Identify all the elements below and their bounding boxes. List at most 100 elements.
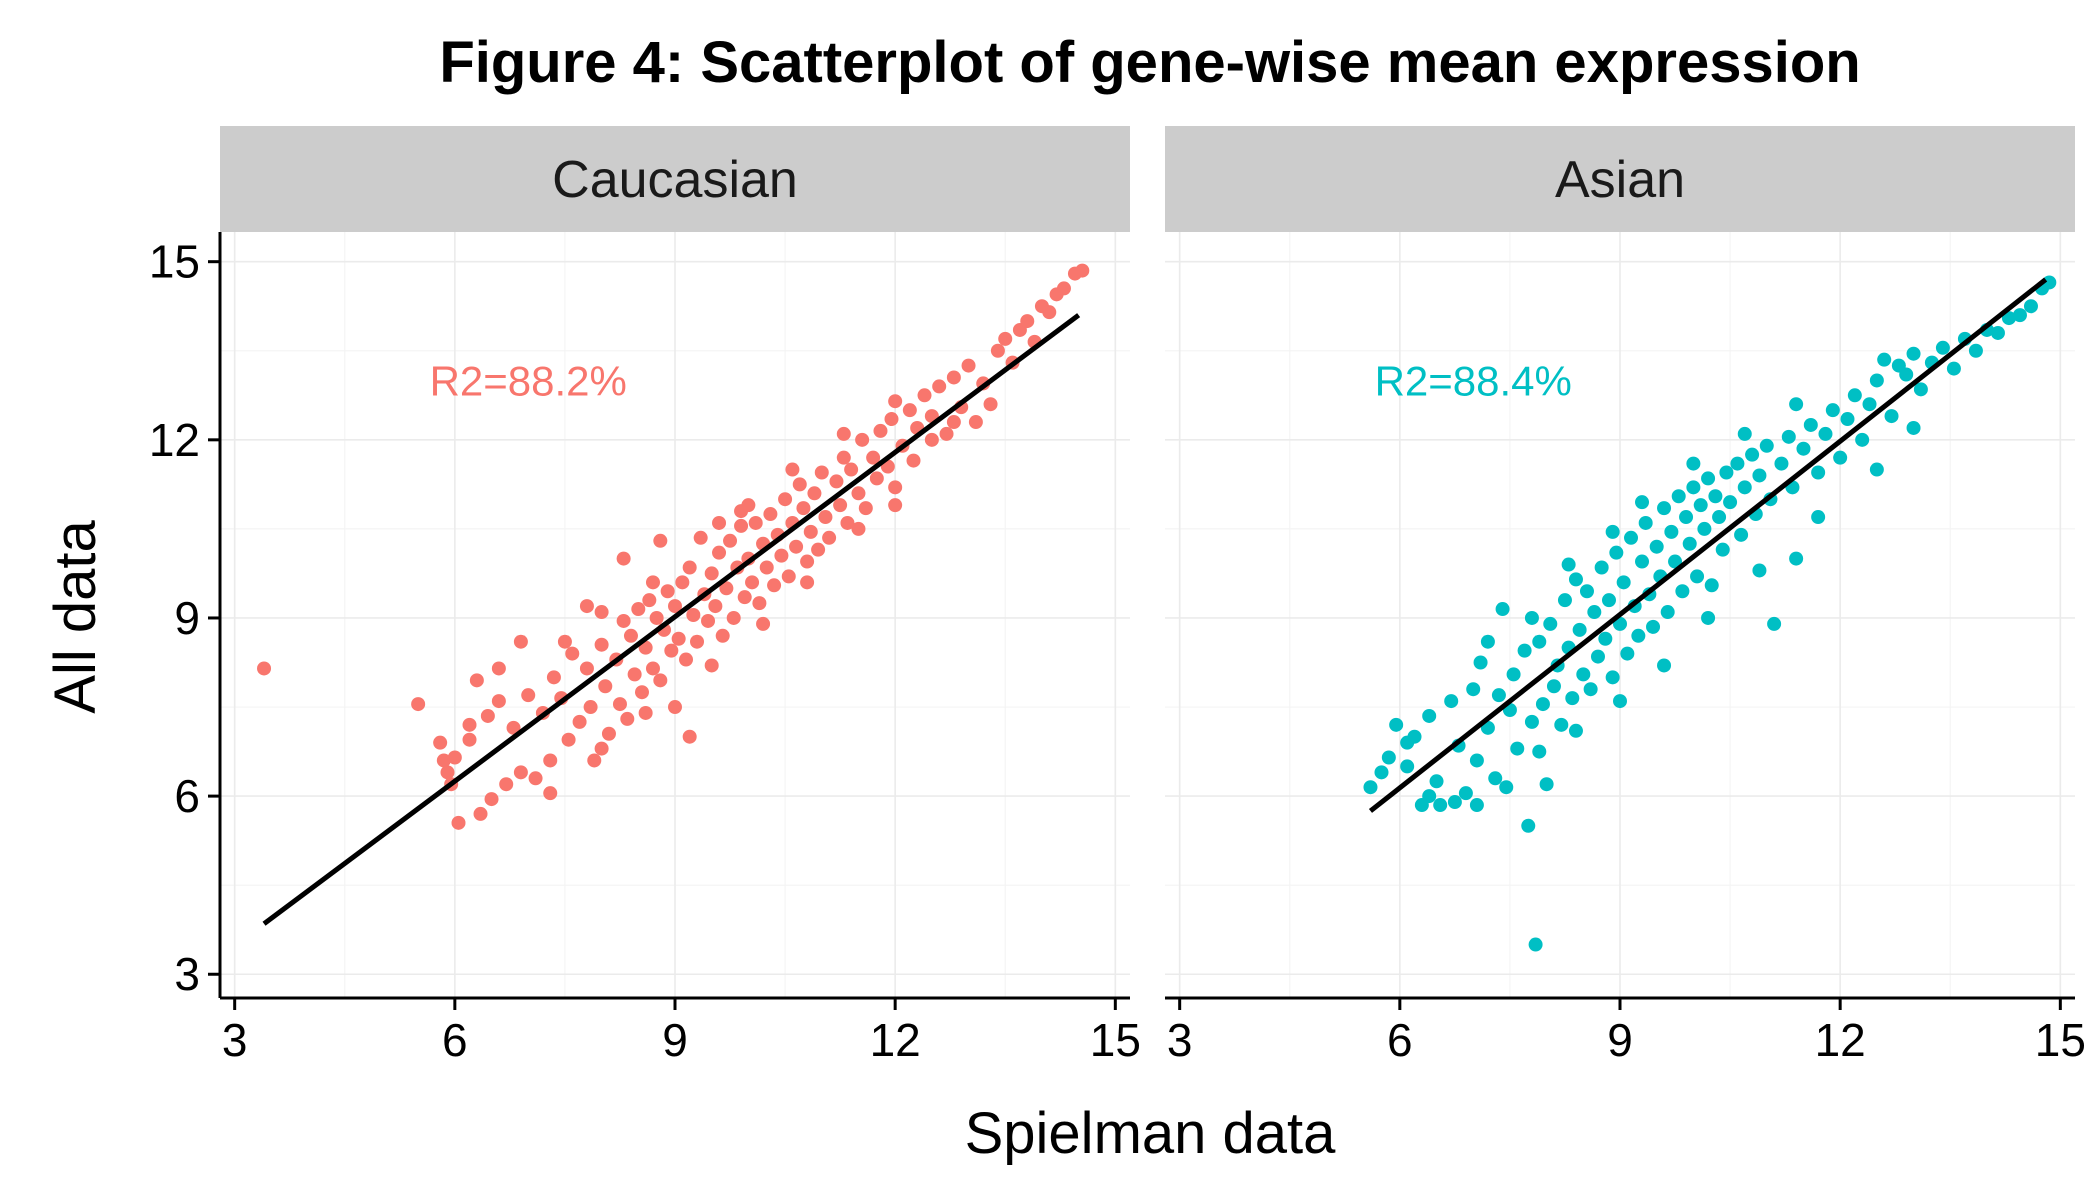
data-point <box>917 388 932 403</box>
data-point <box>869 471 884 486</box>
data-point <box>737 590 752 605</box>
data-point <box>587 753 602 768</box>
data-point <box>1042 305 1057 320</box>
data-point <box>411 697 426 712</box>
data-point <box>774 548 789 563</box>
data-point <box>1657 658 1672 673</box>
data-point <box>822 530 837 545</box>
data-point <box>557 634 572 649</box>
data-point <box>594 741 609 756</box>
data-point <box>1400 735 1415 750</box>
data-point <box>1524 610 1539 625</box>
data-point <box>2012 308 2027 323</box>
data-point <box>447 750 462 765</box>
data-point <box>1056 281 1071 296</box>
data-point <box>752 596 767 611</box>
data-point <box>546 670 561 685</box>
data-point <box>1884 409 1899 424</box>
data-point <box>998 331 1013 346</box>
regression-line-asian <box>1368 277 2048 813</box>
data-point <box>1840 412 1855 427</box>
data-point <box>1789 551 1804 566</box>
data-point <box>594 605 609 620</box>
data-point <box>800 575 815 590</box>
x-axis-title: Spielman data <box>965 1101 1337 1166</box>
data-point <box>484 792 499 807</box>
data-point <box>1605 670 1620 685</box>
data-point <box>748 515 763 530</box>
data-point <box>1524 714 1539 729</box>
data-point <box>664 643 679 658</box>
data-point <box>1935 340 1950 355</box>
facet-panels: Caucasian R2=88.2% 3 6 9 12 15 3 6 9 12 15 Asian R2=8… <box>149 126 2086 1066</box>
data-point <box>858 501 873 516</box>
data-point <box>888 394 903 409</box>
data-point <box>616 551 631 566</box>
data-point <box>851 486 866 501</box>
data-point <box>1543 616 1558 631</box>
data-point <box>723 533 738 548</box>
y-tick-label: 12 <box>149 414 200 466</box>
data-point <box>1532 744 1547 759</box>
data-point <box>565 646 580 661</box>
data-point <box>1906 346 1921 361</box>
data-point <box>433 735 448 750</box>
data-point <box>1605 524 1620 539</box>
data-point <box>1539 777 1554 792</box>
data-point <box>1517 643 1532 658</box>
data-point <box>745 575 760 590</box>
data-point <box>645 575 660 590</box>
data-point <box>1458 786 1473 801</box>
data-point <box>734 518 749 533</box>
data-point <box>583 700 598 715</box>
data-point <box>1528 937 1543 952</box>
facet-strip-label-caucasian: Caucasian <box>552 151 798 209</box>
x-tick-label: 9 <box>1607 1014 1633 1066</box>
regression-line-caucasian <box>262 313 1081 926</box>
data-point <box>693 530 708 545</box>
data-point <box>873 423 888 438</box>
data-point <box>1561 557 1576 572</box>
data-point <box>1535 697 1550 712</box>
data-point <box>1613 694 1627 709</box>
r2-annotation-caucasian: R2=88.2% <box>430 357 627 404</box>
data-point <box>579 661 594 676</box>
data-point <box>844 462 859 477</box>
data-point <box>1899 367 1914 382</box>
data-point <box>1811 510 1826 525</box>
data-point <box>653 533 668 548</box>
data-point <box>1781 429 1796 444</box>
data-point <box>726 610 741 625</box>
data-point <box>851 521 866 536</box>
data-point <box>1546 679 1561 694</box>
data-point <box>1495 602 1510 617</box>
data-point <box>2042 275 2057 290</box>
data-point <box>990 343 1005 358</box>
data-point <box>1447 795 1462 810</box>
data-point <box>1638 515 1653 530</box>
data-point <box>1719 465 1734 480</box>
data-point <box>682 729 697 744</box>
data-point <box>491 694 506 709</box>
data-point <box>704 566 719 581</box>
data-point <box>1422 789 1437 804</box>
data-point <box>1968 343 1983 358</box>
data-point <box>1789 397 1804 412</box>
data-point <box>1657 501 1672 516</box>
data-point <box>1752 468 1767 483</box>
data-point <box>1847 388 1862 403</box>
data-point <box>785 462 800 477</box>
data-point <box>572 714 587 729</box>
data-point <box>1833 450 1848 465</box>
data-point <box>462 717 477 732</box>
data-point <box>1869 462 1884 477</box>
data-point <box>1715 542 1730 557</box>
y-tick-label: 9 <box>174 592 200 644</box>
data-point <box>638 705 653 720</box>
data-point <box>1646 619 1661 634</box>
data-point <box>1620 646 1635 661</box>
data-point <box>1635 495 1650 510</box>
data-point <box>741 498 756 513</box>
data-point <box>1693 498 1708 513</box>
data-point <box>1796 441 1811 456</box>
